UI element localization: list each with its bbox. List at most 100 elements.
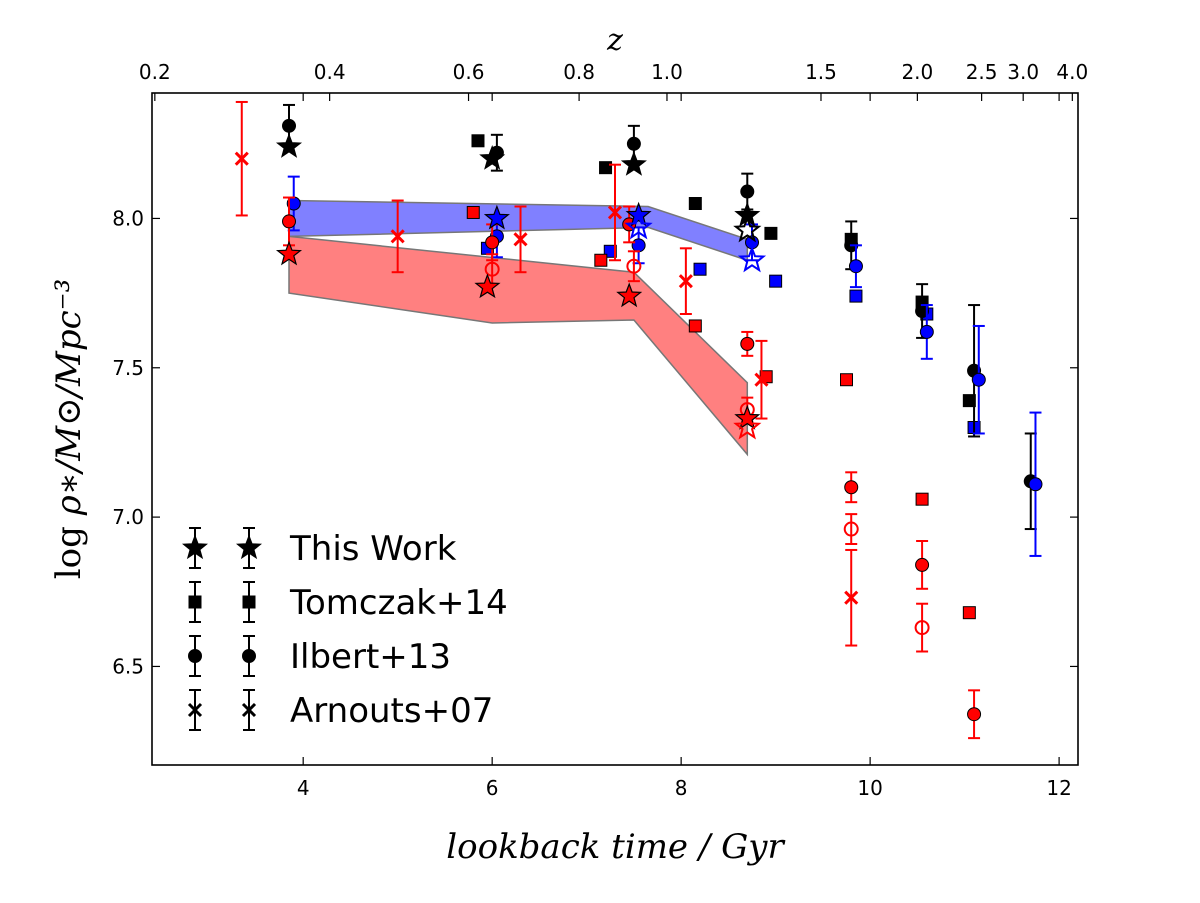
- square-point: [764, 226, 778, 240]
- z-tick-label: 0.8: [563, 60, 595, 84]
- x-point: [844, 590, 859, 605]
- y-axis: 6.5 7.0 7.5 8.0: [112, 206, 1078, 678]
- legend-label: Ilbert+13: [290, 637, 451, 677]
- circle-point: [740, 184, 755, 199]
- legend-item: This Work: [181, 527, 457, 569]
- circle-point: [484, 261, 500, 277]
- quiescent-band: [288, 235, 749, 457]
- circle-point: [967, 707, 982, 722]
- legend-marker: [241, 702, 257, 718]
- x-tick-label: 12: [1046, 776, 1071, 800]
- legend-marker: [188, 649, 202, 663]
- square-point: [594, 253, 608, 267]
- z-tick-label: 2.5: [966, 60, 998, 84]
- circle-point: [971, 372, 986, 387]
- circle-point: [848, 259, 863, 274]
- square-point: [688, 197, 702, 211]
- legend-marker: [188, 595, 202, 609]
- square-point: [693, 262, 707, 276]
- series-this-work: [275, 133, 767, 440]
- y-tick-label: 7.5: [112, 356, 144, 380]
- legend: This Work Tomczak+14 Ilbert+13 Arnouts+07: [181, 527, 508, 731]
- square-point: [769, 274, 783, 288]
- star-point: [733, 412, 762, 440]
- series-ilbert-13: [282, 103, 1043, 740]
- x-axis: 4 6 8 10 12: [297, 93, 1072, 800]
- legend-marker: [242, 595, 256, 609]
- legend-marker: [242, 649, 256, 663]
- x-axis-title: lookback time / Gyr: [446, 827, 785, 867]
- plot-frame: [151, 92, 1079, 766]
- legend-marker: [181, 534, 209, 560]
- square-point: [962, 606, 976, 620]
- series-arnouts-07: [234, 100, 859, 647]
- square-point: [840, 373, 853, 387]
- star-point: [620, 151, 647, 176]
- x-tick-label: 10: [857, 776, 882, 800]
- circle-point: [914, 620, 930, 636]
- star-point: [479, 144, 506, 170]
- circle-point: [631, 238, 646, 253]
- x-point: [513, 232, 528, 247]
- y-axis-title: log ρ∗/M⊙/Mpc⁻³: [49, 279, 89, 579]
- series-tomczak-14: [466, 134, 981, 620]
- circle-point: [282, 214, 297, 229]
- square-point: [466, 205, 480, 219]
- z-tick-label: 2.0: [901, 60, 933, 84]
- top-axis-title: z: [606, 23, 623, 58]
- circle-point: [843, 521, 859, 537]
- z-tick-label: 0.2: [139, 60, 171, 84]
- legend-marker: [187, 702, 203, 718]
- star-point: [734, 201, 761, 227]
- y-tick-label: 7.0: [112, 505, 144, 529]
- z-tick-label: 3.0: [1007, 60, 1039, 84]
- square-point: [599, 161, 613, 175]
- circle-point: [626, 136, 641, 151]
- legend-item: Ilbert+13: [188, 635, 451, 677]
- circle-point: [626, 258, 642, 274]
- circle-point: [1028, 477, 1043, 492]
- z-tick-label: 1.0: [651, 60, 683, 84]
- x-tick-label: 8: [675, 776, 688, 800]
- legend-item: Tomczak+14: [188, 581, 508, 623]
- z-tick-label: 0.6: [453, 60, 485, 84]
- y-axis-title-prefix: log: [49, 515, 89, 579]
- y-axis-title-text: log ρ∗/M⊙/Mpc⁻³: [49, 279, 89, 579]
- legend-label: Arnouts+07: [290, 691, 493, 731]
- circle-point: [485, 235, 500, 250]
- circle-point: [844, 480, 859, 495]
- legend-label: Tomczak+14: [289, 583, 508, 623]
- data-points: [234, 100, 1043, 740]
- star-point: [483, 204, 510, 230]
- x-tick-label: 6: [486, 776, 499, 800]
- star-point: [737, 245, 767, 273]
- top-z-axis: 0.2 0.4 0.6 0.8 1.0 1.5 2.0 2.5 3.0 4.0: [139, 60, 1088, 101]
- star-point: [733, 215, 762, 243]
- x-point: [754, 372, 769, 387]
- star-point: [275, 240, 303, 266]
- star-point: [474, 273, 501, 299]
- square-point: [688, 319, 702, 333]
- circle-point: [919, 324, 934, 339]
- x-point: [390, 229, 405, 244]
- star-point: [624, 212, 653, 240]
- z-tick-label: 4.0: [1056, 60, 1088, 84]
- square-point: [471, 134, 485, 148]
- circle-point: [282, 118, 297, 133]
- x-point: [607, 205, 623, 220]
- circle-point: [915, 557, 930, 572]
- square-point: [849, 289, 863, 303]
- star-point: [616, 282, 643, 308]
- square-point: [962, 394, 976, 408]
- z-tick-label: 0.4: [314, 60, 346, 84]
- square-point: [915, 492, 929, 506]
- y-axis-title-math: ρ∗/M⊙/Mpc⁻³: [49, 279, 89, 517]
- y-tick-label: 6.5: [112, 654, 144, 678]
- x-point: [234, 151, 249, 166]
- z-tick-label: 1.5: [805, 60, 837, 84]
- legend-label: This Work: [289, 529, 457, 569]
- y-tick-label: 8.0: [112, 206, 144, 230]
- star-point: [275, 133, 303, 158]
- x-tick-label: 4: [297, 776, 310, 800]
